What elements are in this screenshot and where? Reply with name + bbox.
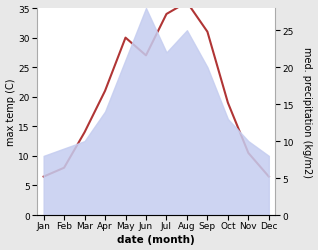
Y-axis label: max temp (C): max temp (C) [5,78,16,146]
Y-axis label: med. precipitation (kg/m2): med. precipitation (kg/m2) [302,47,313,177]
X-axis label: date (month): date (month) [117,234,195,244]
